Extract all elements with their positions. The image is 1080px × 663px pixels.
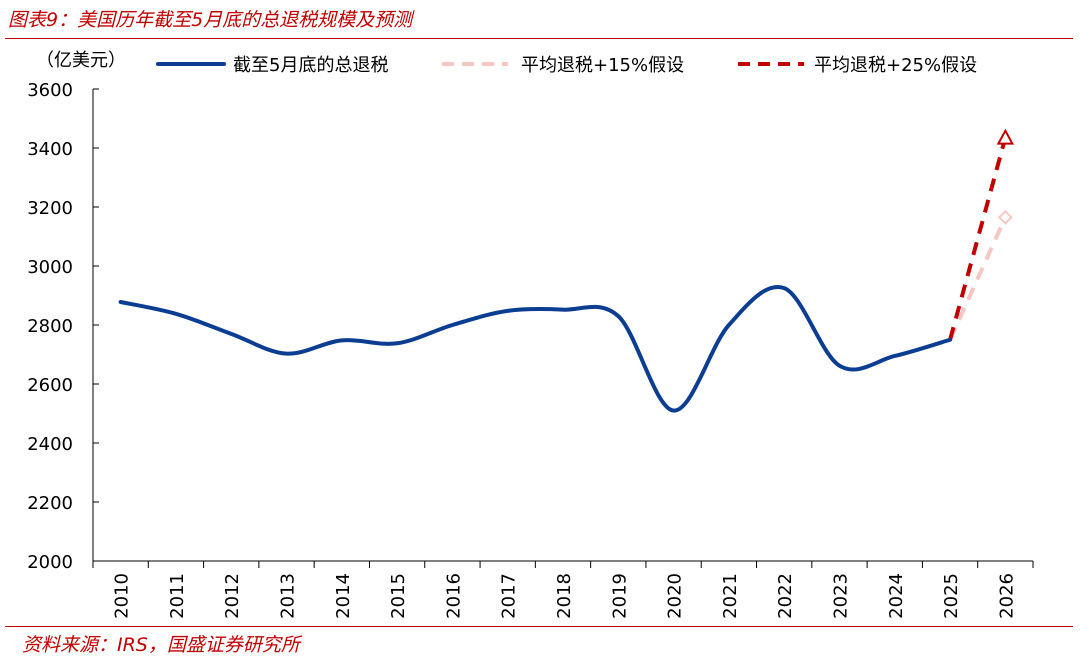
series-layer bbox=[118, 128, 1015, 413]
legend-label: 平均退税+15%假设 bbox=[521, 55, 684, 76]
legend-plus25: 平均退税+25%假设 bbox=[738, 55, 977, 76]
x-tick-label: 2024 bbox=[886, 573, 907, 619]
triangle-marker bbox=[996, 128, 1015, 145]
y-tick-label: 2800 bbox=[27, 316, 73, 337]
axes: 2000 2200 2400 2600 2800 3000 3200 3400 3600 2010… bbox=[27, 80, 1034, 619]
y-tick-label: 3200 bbox=[27, 198, 73, 219]
x-tick-label: 2020 bbox=[665, 573, 686, 619]
x-tick-label: 2025 bbox=[941, 573, 962, 619]
y-tick-label: 3400 bbox=[27, 139, 73, 160]
x-tick-label: 2023 bbox=[830, 573, 851, 619]
y-tick-label: 2600 bbox=[27, 375, 73, 396]
x-tick-label: 2012 bbox=[222, 573, 243, 619]
diamond-marker bbox=[997, 209, 1013, 225]
x-tick-label: 2017 bbox=[499, 573, 520, 619]
series-line-actual bbox=[118, 284, 953, 413]
x-tick-label: 2018 bbox=[554, 573, 575, 619]
x-tick-label: 2019 bbox=[609, 573, 630, 619]
x-tick-label: 2016 bbox=[443, 573, 464, 619]
title-divider bbox=[5, 38, 1073, 39]
figure-title: 图表9：美国历年截至5月底的总退税规模及预测 bbox=[8, 9, 413, 31]
legend-actual: 截至5月底的总退税 bbox=[156, 55, 388, 76]
footer-divider bbox=[5, 626, 1073, 627]
legend-plus15: 平均退税+15%假设 bbox=[442, 55, 684, 76]
x-tick-label: 2021 bbox=[720, 573, 741, 619]
x-tick-label: 2022 bbox=[775, 573, 796, 619]
x-tick-label: 2015 bbox=[388, 573, 409, 619]
y-tick-label: 3000 bbox=[27, 257, 73, 278]
series-line-plus15 bbox=[948, 216, 1008, 341]
legend-label: 截至5月底的总退税 bbox=[233, 55, 388, 76]
x-tick-label: 2010 bbox=[112, 573, 133, 619]
x-tick-label: 2014 bbox=[333, 573, 354, 619]
y-tick-label: 2200 bbox=[27, 493, 73, 514]
legend-label: 平均退税+25%假设 bbox=[814, 55, 977, 76]
y-tick-label: 2400 bbox=[27, 434, 73, 455]
series-line-plus25 bbox=[948, 137, 1008, 341]
x-tick-label: 2011 bbox=[167, 573, 188, 619]
y-tick-label: 3600 bbox=[27, 80, 73, 101]
legend: 截至5月底的总退税 平均退税+15%假设 平均退税+25%假设 bbox=[156, 55, 977, 76]
x-tick-label: 2013 bbox=[278, 573, 299, 619]
figure-source: 资料来源：IRS，国盛证券研究所 bbox=[22, 634, 300, 656]
y-tick-label: 2000 bbox=[27, 552, 73, 573]
x-tick-label: 2026 bbox=[996, 573, 1017, 619]
y-unit-label: （亿美元） bbox=[36, 50, 126, 71]
